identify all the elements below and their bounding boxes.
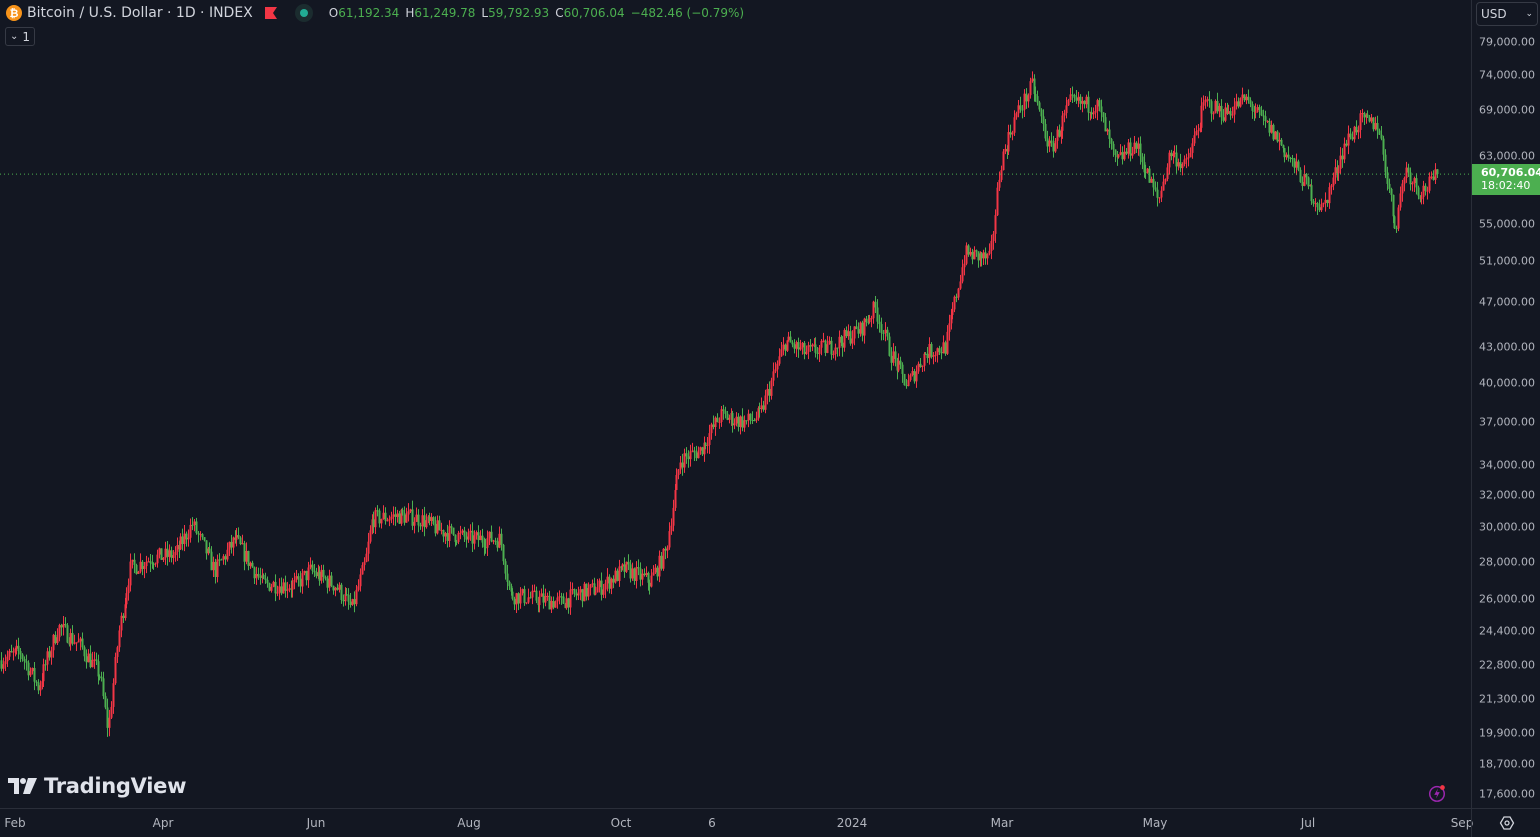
high-value: 61,249.78 — [414, 6, 476, 20]
price-tick-label: 43,000.00 — [1479, 340, 1535, 354]
logo-text: TradingView — [44, 774, 187, 798]
open-value: 61,192.34 — [338, 6, 400, 20]
currency-selector[interactable]: USD ⌄ — [1476, 2, 1538, 26]
price-tick-label: 18,700.00 — [1479, 757, 1535, 771]
chart-canvas[interactable]: ₿ Bitcoin / U.S. Dollar · 1D · INDEX O61… — [0, 0, 1471, 808]
tradingview-logo[interactable]: TradingView — [8, 774, 186, 798]
price-tick-label: 21,300.00 — [1479, 692, 1535, 706]
price-tick-label: 34,000.00 — [1479, 458, 1535, 471]
time-axis[interactable]: Feb Apr Jun Aug Oct 6 2024 Mar May Jul Sep — [0, 808, 1474, 837]
bar-countdown: 18:02:40 — [1481, 179, 1531, 193]
time-tick-label: May — [1142, 816, 1168, 830]
time-tick-label: Aug — [457, 816, 481, 830]
close-value: 60,706.04 — [563, 6, 625, 20]
time-tick-label: Sep — [1450, 816, 1474, 830]
time-tick-label: Jun — [306, 816, 326, 830]
collapse-indicators-button[interactable]: ⌄ 1 — [5, 27, 35, 46]
market-status-icon[interactable] — [294, 4, 313, 22]
settings-button[interactable] — [1471, 808, 1540, 837]
price-tick-label: 26,000.00 — [1479, 592, 1535, 606]
flag-icon[interactable] — [264, 7, 277, 19]
price-tick-label: 37,000.00 — [1479, 415, 1535, 429]
tradingview-logo-icon — [8, 778, 37, 794]
price-tick-label: 28,000.00 — [1479, 555, 1535, 569]
price-tick-label: 22,800.00 — [1479, 658, 1535, 672]
price-tick-label: 24,400.00 — [1479, 624, 1535, 638]
symbol-title[interactable]: Bitcoin / U.S. Dollar · 1D · INDEX — [27, 5, 253, 21]
time-tick-label: Oct — [610, 816, 632, 830]
price-tick-label: 30,000.00 — [1479, 520, 1535, 534]
price-tick-label: 55,000.00 — [1479, 217, 1535, 231]
currency-label: USD — [1481, 7, 1507, 21]
price-tick-label: 40,000.00 — [1479, 376, 1535, 390]
price-tick-label: 69,000.00 — [1479, 103, 1535, 117]
time-tick-label: Mar — [990, 816, 1014, 830]
last-price-badge: 60,706.04 18:02:40 — [1472, 164, 1540, 196]
candlestick-series — [0, 71, 1471, 737]
chevron-down-icon: ⌄ — [9, 30, 19, 42]
last-price-value: 60,706.04 — [1481, 166, 1540, 180]
time-tick-label: 2024 — [836, 816, 868, 830]
price-axis[interactable]: USD ⌄ 79,000.00 74,000.00 69,000.00 63,000.… — [1471, 0, 1540, 808]
time-tick-label: Apr — [152, 816, 174, 830]
price-tick-label: 63,000.00 — [1479, 149, 1535, 162]
status-dot — [299, 9, 308, 17]
price-tick-label: 47,000.00 — [1479, 295, 1535, 309]
chevron-down-icon: ⌄ — [1525, 9, 1533, 19]
price-tick-label: 19,900.00 — [1479, 726, 1535, 740]
time-tick-label: 6 — [708, 816, 716, 830]
lightning-icon[interactable] — [1427, 783, 1447, 803]
low-value: 59,792.93 — [488, 6, 550, 20]
indicator-count: 1 — [22, 29, 31, 44]
time-tick-label: Feb — [4, 816, 26, 830]
price-tick-label: 17,600.00 — [1479, 787, 1535, 801]
price-tick-label: 74,000.00 — [1479, 68, 1535, 82]
change-value: −482.46 (−0.79%) — [630, 6, 745, 20]
ohlc-values: O61,192.34 H61,249.78 L59,792.93 C60,706… — [328, 6, 745, 20]
price-tick-label: 51,000.00 — [1479, 254, 1535, 268]
settings-icon — [1499, 816, 1514, 830]
chart-legend: ₿ Bitcoin / U.S. Dollar · 1D · INDEX O61… — [6, 4, 744, 22]
price-tick-label: 32,000.00 — [1479, 488, 1535, 502]
time-tick-label: Jul — [1300, 816, 1316, 830]
price-tick-label: 79,000.00 — [1479, 35, 1535, 49]
bitcoin-icon: ₿ — [6, 5, 22, 21]
